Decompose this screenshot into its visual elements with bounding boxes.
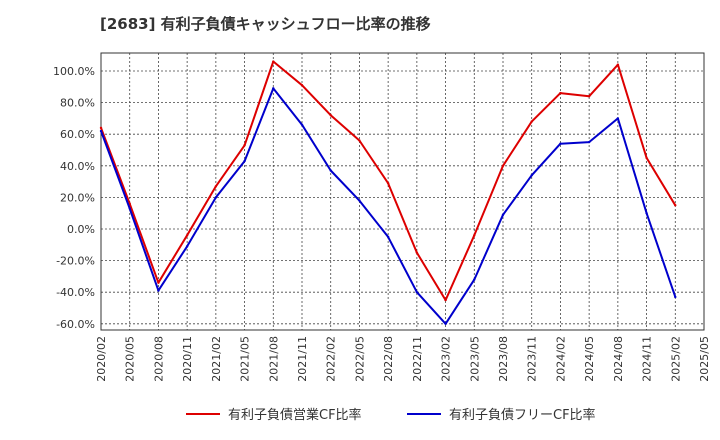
data-point xyxy=(386,181,390,185)
x-tick-label: 2025/05 xyxy=(698,336,711,382)
y-tick-label: 100.0% xyxy=(53,65,95,78)
legend-label: 有利子負債営業CF比率 xyxy=(228,407,362,423)
data-point xyxy=(415,251,419,254)
data-point xyxy=(645,156,648,160)
x-tick-label: 2021/08 xyxy=(267,336,280,382)
data-point xyxy=(473,234,476,237)
data-point xyxy=(415,291,419,294)
data-point xyxy=(559,91,562,95)
x-tick-label: 2020/11 xyxy=(181,336,194,382)
x-tick-label: 2023/08 xyxy=(497,336,510,382)
y-tick-label: 0.0% xyxy=(67,223,95,236)
x-tick-label: 2022/11 xyxy=(411,336,424,382)
data-point xyxy=(329,169,332,172)
data-point xyxy=(243,144,246,147)
data-point xyxy=(645,212,648,215)
data-point xyxy=(559,142,562,145)
x-tick-label: 2024/02 xyxy=(554,336,567,382)
data-point xyxy=(358,199,361,202)
x-tick-label: 2023/11 xyxy=(526,336,539,382)
series-group xyxy=(99,60,677,325)
data-point xyxy=(444,322,447,325)
chart-title: [2683] 有利子負債キャッシュフロー比率の推移 xyxy=(100,15,431,33)
x-tick-label: 2021/05 xyxy=(239,336,252,382)
data-point xyxy=(587,95,591,98)
data-point xyxy=(214,185,218,188)
data-point xyxy=(243,159,246,163)
grid xyxy=(100,53,705,330)
x-tick-label: 2022/08 xyxy=(382,336,395,382)
x-tick-label: 2020/02 xyxy=(95,336,108,382)
plot-border xyxy=(100,52,705,331)
x-tick-label: 2021/11 xyxy=(296,336,309,382)
data-point xyxy=(157,289,160,292)
data-point xyxy=(157,281,160,284)
y-tick-label: 40.0% xyxy=(60,160,95,173)
data-point xyxy=(501,213,505,216)
data-point xyxy=(329,114,332,117)
x-tick-label: 2023/02 xyxy=(440,336,453,382)
data-point xyxy=(674,204,677,207)
data-point xyxy=(214,196,218,199)
x-tick-label: 2025/02 xyxy=(669,336,682,382)
legend: 有利子負債営業CF比率 有利子負債フリーCF比率 xyxy=(186,407,596,423)
x-tick-label: 2021/02 xyxy=(210,336,223,382)
x-tick-label: 2020/08 xyxy=(152,336,165,382)
y-tick-label: -40.0% xyxy=(56,286,95,299)
y-tick-label: 60.0% xyxy=(60,128,95,141)
data-point xyxy=(616,117,620,120)
data-point xyxy=(501,164,505,167)
data-point xyxy=(444,298,447,302)
data-point xyxy=(473,278,476,281)
data-point xyxy=(185,245,189,248)
data-point xyxy=(530,120,533,123)
x-tick-label: 2020/05 xyxy=(124,336,137,382)
data-point xyxy=(358,139,361,142)
y-tick-label: -20.0% xyxy=(56,255,95,268)
x-tick-label: 2024/11 xyxy=(641,336,654,382)
x-tick-label: 2024/08 xyxy=(612,336,625,382)
data-point xyxy=(386,235,390,239)
data-point xyxy=(99,126,103,130)
data-point xyxy=(300,123,304,126)
axes: 100.0% 80.0% 60.0% 40.0% 20.0% 0.0% -20.0% -40.… xyxy=(53,52,711,382)
data-point xyxy=(587,140,591,144)
x-tick-label: 2023/05 xyxy=(468,336,481,382)
data-point xyxy=(300,84,304,87)
data-point xyxy=(128,207,131,210)
data-point xyxy=(99,129,103,133)
data-point xyxy=(616,63,620,66)
data-point xyxy=(185,234,189,237)
y-tick-label: 20.0% xyxy=(60,191,95,204)
y-tick-label: 80.0% xyxy=(60,97,95,110)
x-tick-label: 2024/05 xyxy=(583,336,596,382)
legend-label: 有利子負債フリーCF比率 xyxy=(449,407,596,423)
data-point xyxy=(272,87,275,90)
y-tick-label: -60.0% xyxy=(56,318,95,331)
x-tick-label: 2022/05 xyxy=(353,336,366,382)
x-tick-label: 2022/02 xyxy=(325,336,338,382)
data-point xyxy=(674,295,677,299)
data-point xyxy=(530,174,533,177)
data-point xyxy=(272,60,275,63)
